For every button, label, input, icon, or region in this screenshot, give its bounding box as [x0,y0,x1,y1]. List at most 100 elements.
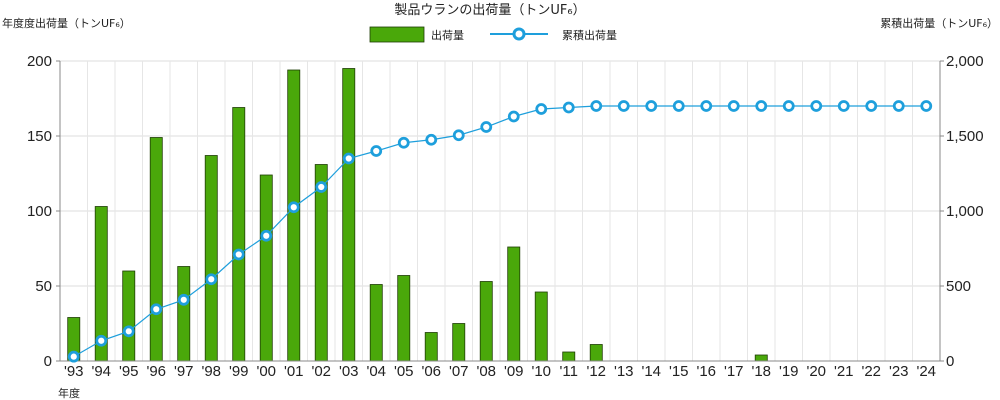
x-tick-label: '95 [119,363,139,380]
right-axis-label: 累積出荷量（トンUF₆） [880,16,998,30]
chart-title: 製品ウランの出荷量（トンUF₆） [394,3,585,18]
bar [287,69,301,362]
x-tick-label: '18 [751,363,771,380]
bar [232,107,246,362]
x-tick-label: '15 [669,363,689,380]
left-tick-label: 200 [27,53,52,70]
bar [149,137,163,362]
line-point [287,201,300,214]
line-point [205,273,218,286]
line-point [425,133,438,146]
line-point [645,100,658,112]
x-tick-label: '12 [586,363,606,380]
line-point [590,100,603,112]
line-point [315,181,328,193]
line-point [782,100,795,112]
line-point [865,100,878,112]
line-point [150,303,163,316]
x-tick-label: '02 [311,363,331,380]
line-point [892,100,905,112]
bar [479,281,493,362]
x-tick-label: '04 [366,363,386,380]
bar [534,291,548,362]
x-tick-label: '14 [641,363,661,380]
x-tick-label: '96 [146,363,166,380]
x-tick-label: '09 [504,363,524,380]
right-tick-label: 1,000 [946,203,984,220]
right-tick-label: 0 [946,353,954,370]
line-point [507,110,520,123]
bar [259,174,273,362]
right-tick-label: 1,500 [946,128,984,145]
grid [60,60,940,361]
left-tick-label: 0 [44,353,52,370]
bar [562,351,576,362]
legend-line-label: 累積出荷量 [562,28,617,42]
legend: 出荷量 累積出荷量 [369,26,617,43]
bar [314,164,328,362]
left-tick-label: 100 [27,203,52,220]
x-tick-label: '05 [394,363,414,380]
line-point [617,100,630,112]
line-point [562,101,575,114]
bar [754,354,768,362]
line-series [67,100,933,363]
x-tick-label: '22 [861,363,881,380]
bar [122,270,136,362]
x-tick-label: '03 [339,363,359,380]
line-point [700,100,713,112]
x-axis-label: 年度 [58,386,80,400]
line-point [397,136,410,149]
line-point [920,100,933,112]
axes: 0 0 50 500 100 1,000 150 1,500 200 2,000 '93 '94 '95… [27,53,984,380]
line-point [727,100,740,112]
x-tick-label: '20 [806,363,826,380]
line-point [342,152,355,165]
legend-bar-label: 出荷量 [431,28,464,42]
x-tick-label: '16 [696,363,716,380]
line-point [837,100,850,112]
line-point [370,145,383,157]
right-tick-label: 500 [946,278,971,295]
x-tick-label: '01 [284,363,304,380]
x-tick-label: '24 [916,363,936,380]
x-tick-label: '06 [421,363,441,380]
left-tick-label: 150 [27,128,52,145]
bar [342,68,356,362]
x-tick-label: '94 [91,363,111,380]
line-point [122,325,135,338]
x-tick-label: '00 [256,363,276,380]
line-point [452,129,465,142]
line-point [672,100,685,112]
x-tick-label: '99 [229,363,249,380]
x-tick-label: '11 [560,363,578,380]
x-tick-label: '21 [834,363,854,380]
x-tick-label: '07 [449,363,469,380]
x-tick-label: '98 [201,363,221,380]
bar [452,323,466,362]
x-tick-label: '93 [64,363,84,380]
bar-series [67,68,768,362]
bar [177,266,191,362]
line-point [67,350,80,363]
bar [507,246,521,362]
legend-bar-swatch [369,26,425,43]
bar [397,275,411,362]
line-point [535,103,548,115]
line-point [177,293,190,306]
bar [369,284,383,362]
line-point [480,121,493,133]
bar [589,344,603,362]
x-tick-label: '10 [531,363,551,380]
bar [204,155,218,362]
x-tick-label: '13 [614,363,634,380]
bar [424,332,438,362]
legend-line-marker [512,27,526,41]
line-point [95,334,108,347]
line-point [232,248,245,261]
right-tick-label: 2,000 [946,53,984,70]
x-tick-label: '08 [476,363,496,380]
x-tick-label: '17 [724,363,744,380]
left-tick-label: 50 [35,278,52,295]
